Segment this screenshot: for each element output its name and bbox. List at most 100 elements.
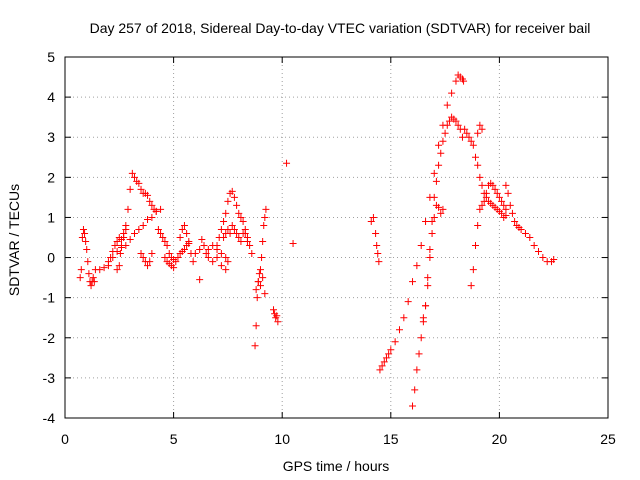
data-point — [161, 254, 169, 262]
data-point — [530, 242, 538, 250]
data-point — [445, 117, 453, 125]
data-point — [422, 217, 430, 225]
data-point — [222, 209, 230, 217]
data-point — [465, 133, 473, 141]
series-arc-K — [220, 221, 256, 258]
data-point — [419, 314, 427, 322]
x-axis-label: GPS time / hours — [283, 458, 390, 474]
data-point — [452, 117, 460, 125]
data-point — [409, 278, 417, 286]
data-point — [289, 240, 297, 248]
y-tick-label: -1 — [43, 290, 56, 306]
data-point — [224, 225, 232, 233]
data-point — [243, 234, 251, 241]
data-point — [148, 250, 156, 258]
series-arc-S — [419, 201, 447, 322]
data-point — [439, 137, 447, 145]
data-point — [369, 213, 377, 221]
data-point — [209, 258, 217, 266]
data-point — [174, 254, 182, 262]
data-point — [435, 141, 443, 149]
y-tick-label: -2 — [43, 330, 56, 346]
y-tick-label: -3 — [43, 370, 56, 386]
data-point — [489, 181, 497, 189]
data-point — [409, 402, 417, 410]
data-point — [469, 141, 477, 149]
data-point — [77, 266, 85, 274]
data-point — [498, 209, 506, 217]
series-arc-N — [252, 274, 269, 298]
data-point — [154, 225, 162, 233]
data-point — [180, 221, 188, 229]
series-arc-J — [213, 187, 251, 250]
data-point — [204, 254, 212, 262]
data-point — [220, 217, 228, 225]
data-point — [146, 258, 154, 266]
data-point — [233, 229, 241, 237]
data-point — [448, 89, 456, 97]
x-tick-label: 25 — [600, 431, 616, 447]
data-point — [432, 177, 440, 185]
data-point — [148, 213, 156, 221]
data-point — [235, 209, 243, 217]
data-point — [258, 254, 266, 262]
data-point — [380, 358, 388, 366]
data-point — [478, 201, 486, 209]
data-point — [437, 149, 445, 157]
data-point — [539, 254, 547, 262]
data-point — [220, 234, 228, 241]
series-arc-V — [474, 121, 486, 137]
data-point — [417, 334, 425, 342]
data-point — [185, 238, 193, 246]
data-point — [413, 262, 421, 270]
data-point — [241, 225, 249, 233]
data-point — [430, 193, 438, 201]
data-point — [139, 254, 147, 262]
data-point — [424, 274, 432, 282]
data-point — [196, 246, 204, 254]
data-point — [435, 203, 443, 211]
data-point — [255, 270, 263, 278]
data-point — [482, 189, 490, 197]
data-point — [204, 246, 212, 254]
series-arc-O — [270, 306, 282, 326]
data-point — [217, 225, 225, 233]
series-outliers — [196, 159, 297, 284]
data-point — [474, 221, 482, 229]
data-point — [82, 238, 90, 246]
data-point — [526, 234, 534, 241]
data-point — [79, 225, 87, 233]
data-point — [495, 193, 503, 201]
series-arc-G — [161, 254, 178, 272]
data-point — [367, 217, 375, 225]
data-point — [387, 346, 395, 354]
y-tick-label: 3 — [47, 129, 55, 145]
data-point — [189, 258, 197, 266]
data-point — [508, 209, 516, 217]
data-point — [109, 248, 117, 256]
data-point — [463, 129, 471, 137]
data-point — [104, 262, 112, 270]
y-tick-label: 1 — [47, 209, 55, 225]
data-point — [222, 254, 230, 262]
data-point — [413, 366, 421, 374]
data-point — [233, 201, 241, 209]
data-point — [415, 350, 423, 358]
y-tick-label: 0 — [47, 250, 55, 266]
data-point — [200, 242, 208, 250]
data-point — [126, 236, 134, 244]
data-point — [230, 193, 238, 201]
data-point — [385, 350, 393, 358]
data-point — [237, 213, 245, 221]
data-point — [493, 189, 501, 197]
data-point — [256, 266, 264, 274]
data-point — [443, 101, 451, 109]
data-point — [511, 217, 519, 225]
y-axis-tick-labels: -4 -3 -2 -1 0 1 2 3 4 5 — [43, 49, 56, 426]
data-point — [428, 229, 436, 237]
data-point — [251, 342, 259, 350]
data-point — [157, 205, 165, 213]
data-point — [131, 173, 139, 181]
data-point — [502, 211, 510, 219]
data-point — [283, 159, 291, 167]
